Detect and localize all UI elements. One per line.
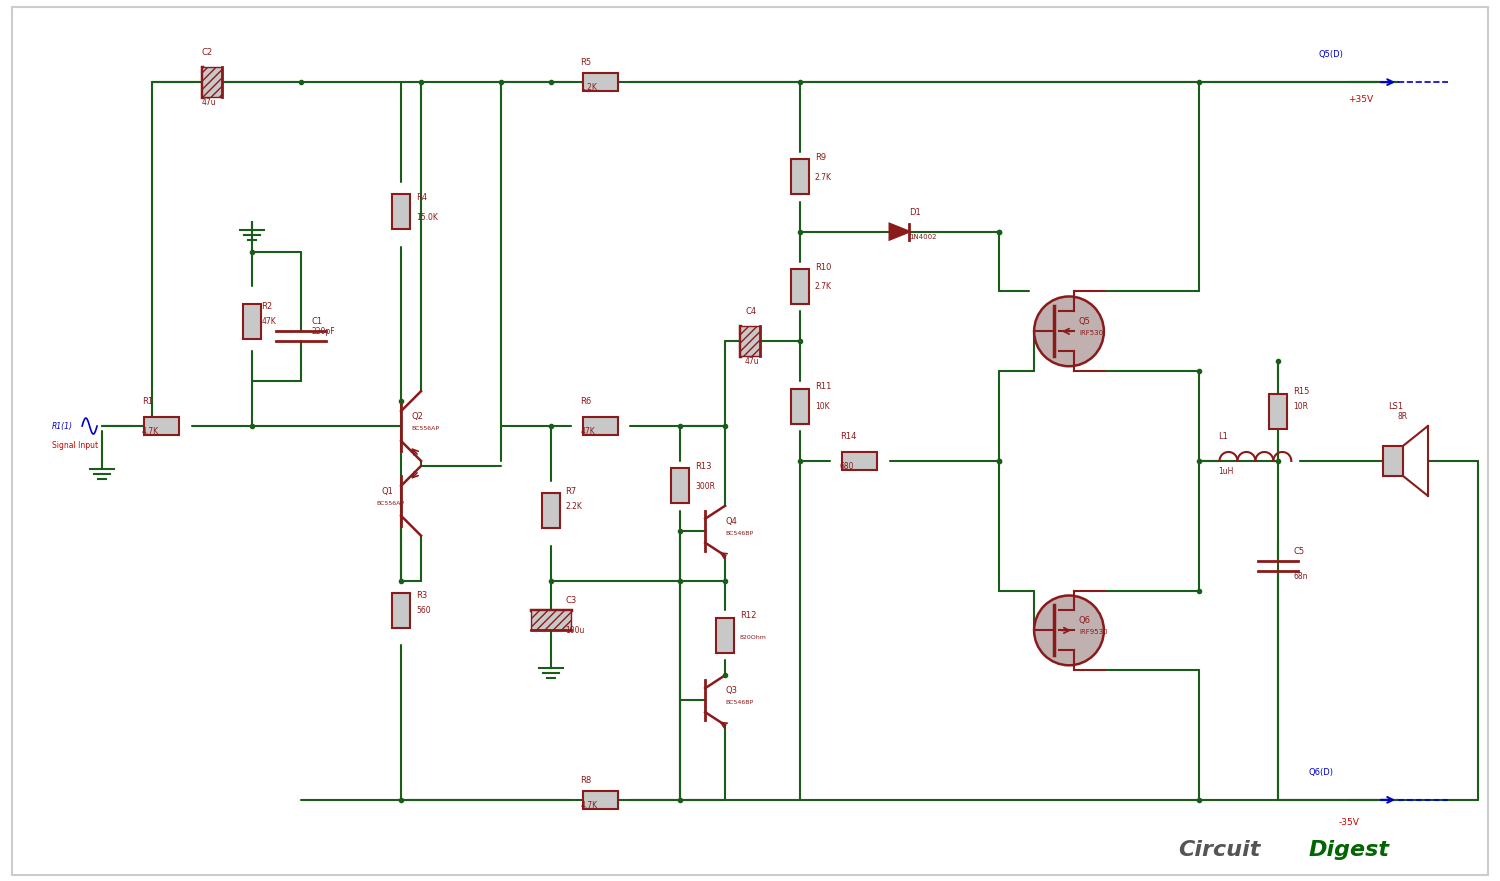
- Text: 8R: 8R: [1398, 412, 1408, 421]
- Text: Q2: Q2: [411, 412, 423, 421]
- Text: BC556AP: BC556AP: [411, 426, 440, 431]
- Text: 47K: 47K: [261, 317, 276, 326]
- Bar: [584, 417, 618, 435]
- Text: 220pF: 220pF: [312, 328, 334, 337]
- Text: R10: R10: [815, 263, 831, 271]
- Bar: [1269, 394, 1287, 428]
- Bar: [716, 618, 734, 653]
- Text: 47K: 47K: [580, 427, 596, 436]
- Circle shape: [1034, 596, 1104, 665]
- Text: D1: D1: [909, 208, 921, 217]
- Polygon shape: [890, 224, 909, 240]
- Bar: [144, 417, 180, 435]
- Text: 4.7K: 4.7K: [580, 801, 597, 810]
- Text: Digest: Digest: [1308, 840, 1389, 860]
- Text: C1: C1: [312, 317, 322, 326]
- Bar: [790, 159, 808, 195]
- Text: C4: C4: [746, 307, 756, 316]
- Text: C5: C5: [1293, 546, 1305, 556]
- Bar: [584, 791, 618, 809]
- Text: IRF530: IRF530: [1078, 330, 1102, 337]
- Text: R8: R8: [580, 776, 592, 785]
- Text: R12: R12: [740, 611, 756, 620]
- Text: 100u: 100u: [566, 626, 585, 635]
- Text: 1N4002: 1N4002: [909, 233, 938, 240]
- Text: 2.2K: 2.2K: [566, 502, 582, 511]
- Text: R9: R9: [815, 153, 827, 162]
- Text: 1.2K: 1.2K: [580, 83, 597, 93]
- Text: R4: R4: [416, 193, 428, 202]
- Text: R7: R7: [566, 487, 578, 496]
- Text: 15.0K: 15.0K: [416, 212, 438, 222]
- Text: R5: R5: [580, 58, 591, 67]
- Text: 300R: 300R: [694, 482, 715, 491]
- Text: Q1: Q1: [381, 487, 393, 496]
- Text: IRF9530: IRF9530: [1078, 629, 1107, 635]
- Bar: [542, 493, 560, 529]
- Text: C2: C2: [201, 48, 213, 57]
- Text: +35V: +35V: [1348, 95, 1372, 104]
- Text: Signal Input: Signal Input: [53, 441, 99, 450]
- Text: R11: R11: [815, 382, 831, 391]
- Bar: [740, 326, 760, 356]
- Text: Q5(D): Q5(D): [1318, 50, 1342, 59]
- Text: 2.7K: 2.7K: [815, 283, 833, 292]
- Text: 680: 680: [840, 462, 854, 471]
- Bar: [584, 73, 618, 91]
- Text: Q3: Q3: [724, 686, 736, 695]
- Bar: [790, 269, 808, 304]
- Text: BC546BP: BC546BP: [724, 530, 753, 536]
- Bar: [790, 389, 808, 424]
- Text: R13: R13: [694, 462, 711, 471]
- Text: R3: R3: [416, 591, 428, 601]
- Text: 4.7K: 4.7K: [142, 427, 159, 436]
- Text: R14: R14: [840, 432, 856, 441]
- Text: 2.7K: 2.7K: [815, 173, 833, 181]
- Bar: [201, 67, 222, 97]
- Text: 1uH: 1uH: [1218, 467, 1234, 476]
- Text: R15: R15: [1293, 387, 1310, 396]
- Text: 10K: 10K: [815, 402, 830, 411]
- Text: BC546BP: BC546BP: [724, 700, 753, 705]
- Bar: [531, 611, 570, 631]
- Text: 820Ohm: 820Ohm: [740, 635, 766, 640]
- Text: 10R: 10R: [1293, 402, 1308, 411]
- Text: LS1: LS1: [1388, 402, 1402, 411]
- Text: R1(1): R1(1): [53, 421, 74, 431]
- Bar: [392, 195, 410, 229]
- Text: 68n: 68n: [1293, 572, 1308, 581]
- Text: L1: L1: [1218, 432, 1228, 441]
- Bar: [670, 469, 688, 503]
- Text: Q6(D): Q6(D): [1308, 768, 1334, 777]
- Text: R6: R6: [580, 397, 592, 406]
- Text: 47u: 47u: [201, 98, 216, 107]
- Text: R1: R1: [142, 397, 153, 406]
- Text: Q6: Q6: [1078, 617, 1090, 626]
- Text: BC556AP: BC556AP: [376, 500, 404, 506]
- Bar: [243, 304, 261, 339]
- Text: 560: 560: [416, 606, 430, 616]
- Text: Circuit: Circuit: [1179, 840, 1262, 860]
- Text: Q5: Q5: [1078, 317, 1090, 326]
- Bar: [842, 452, 878, 470]
- Text: Q4: Q4: [724, 517, 736, 526]
- Bar: [392, 593, 410, 628]
- Bar: [1383, 446, 1402, 476]
- Text: C3: C3: [566, 596, 578, 605]
- Circle shape: [1034, 296, 1104, 366]
- Text: R2: R2: [261, 302, 273, 311]
- Text: 47u: 47u: [746, 357, 759, 366]
- Text: -35V: -35V: [1338, 818, 1359, 826]
